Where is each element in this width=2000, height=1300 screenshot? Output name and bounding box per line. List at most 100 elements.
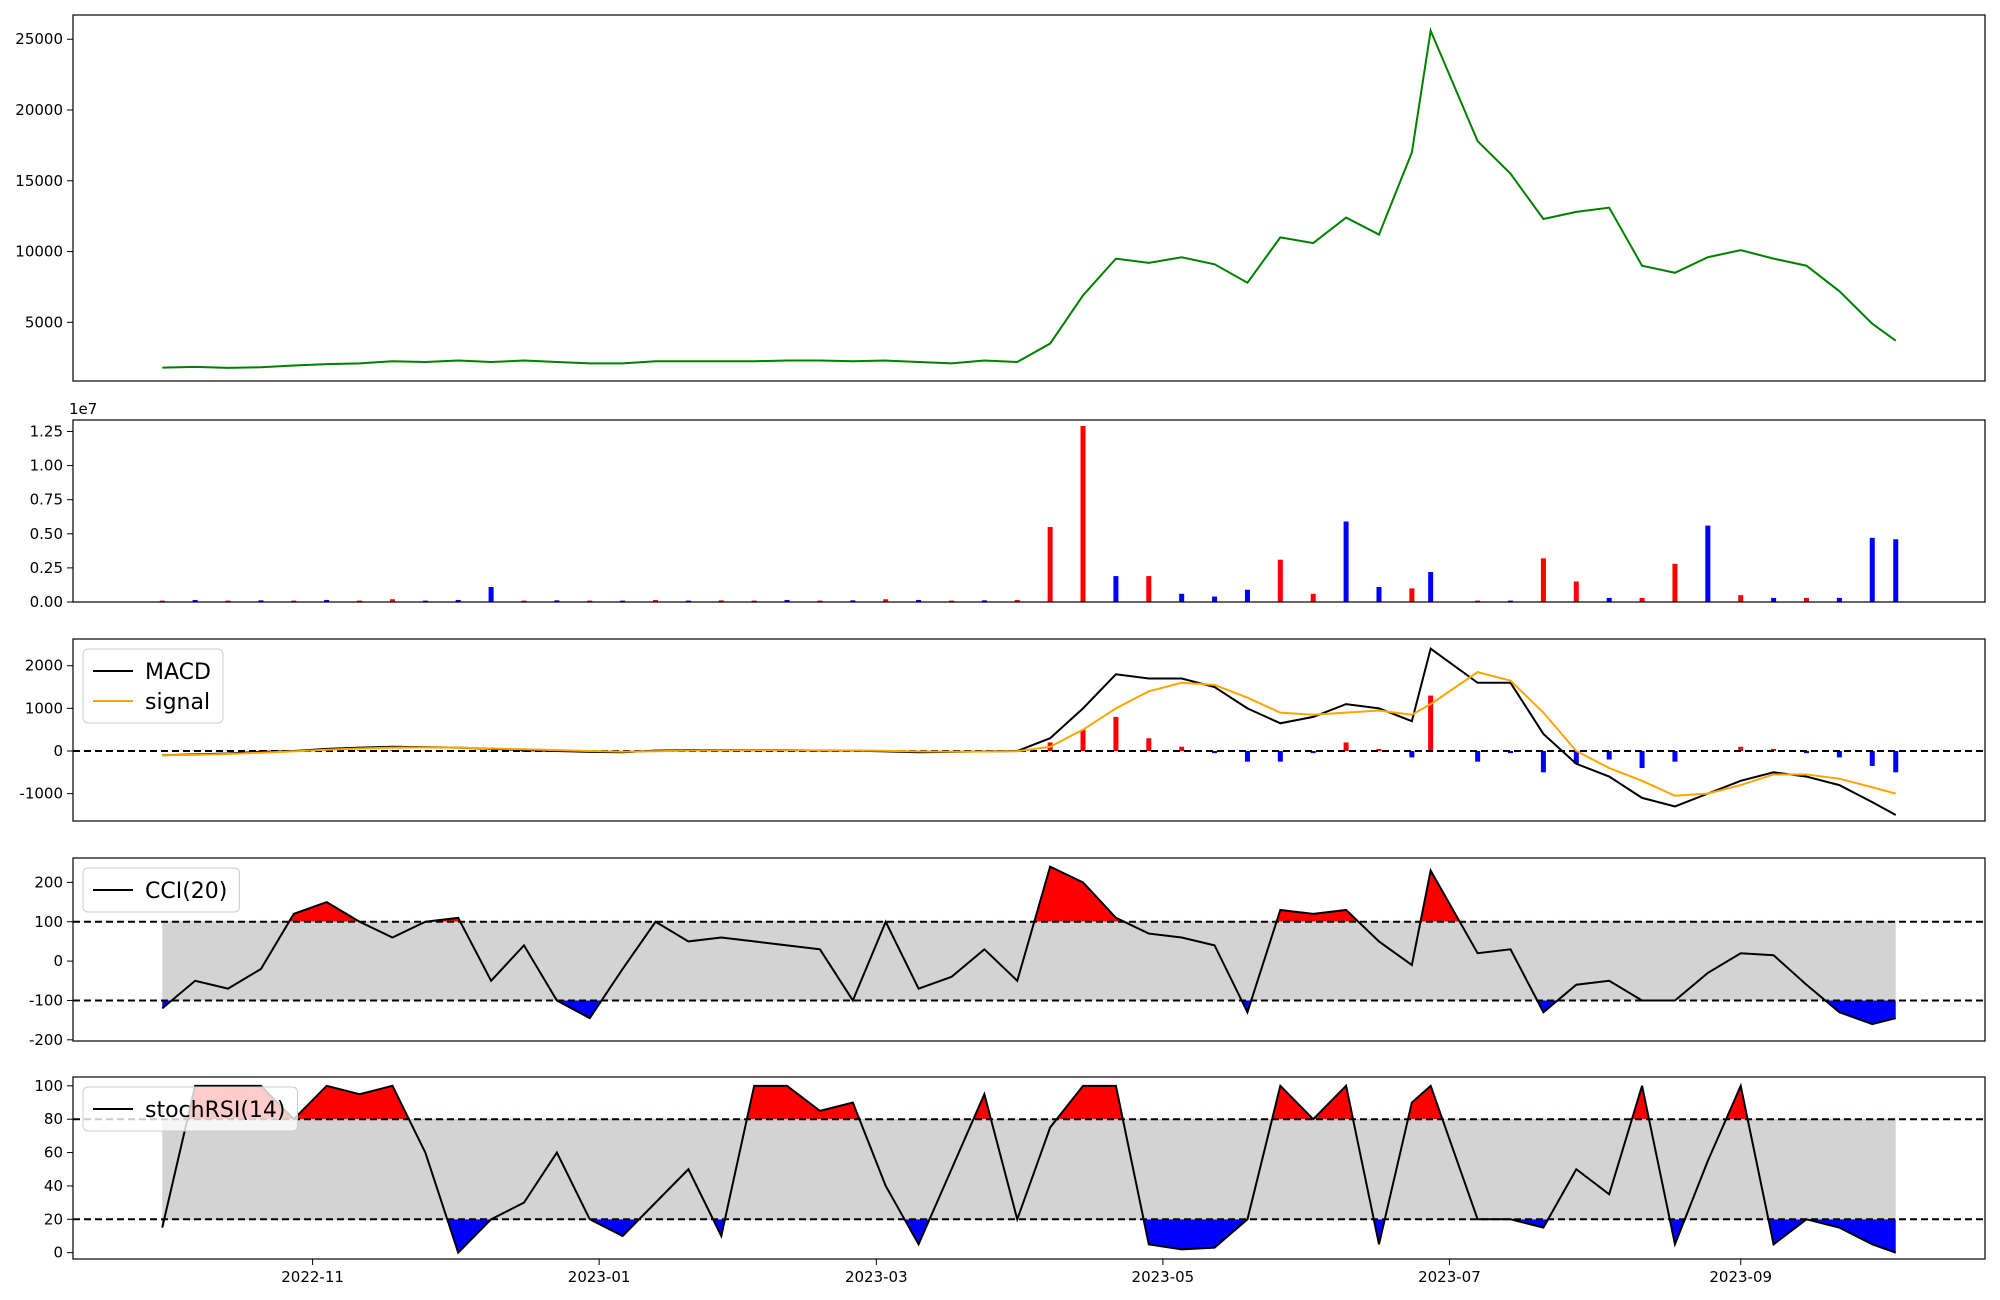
histogram-bar <box>1836 750 1842 758</box>
panel: -1000 0 1000 2000 MACD signal <box>19 638 1986 822</box>
volume-bar <box>521 600 527 602</box>
neutral-band <box>162 1119 1896 1220</box>
y-tick-label: 200 <box>34 873 63 891</box>
histogram-bar <box>1244 750 1250 762</box>
volume-bar <box>1080 426 1086 602</box>
histogram-bar <box>1893 750 1899 773</box>
legend-box <box>82 867 240 913</box>
histogram-bar <box>1540 750 1546 773</box>
y-tick-label: 0 <box>53 742 63 760</box>
legend-label: MACD <box>145 660 211 685</box>
volume-bar <box>1428 571 1434 602</box>
volume-bar <box>1639 597 1645 602</box>
x-tick-label: 2023-01 <box>568 1268 631 1286</box>
volume-bar <box>1475 600 1481 602</box>
volume-bar <box>883 599 889 602</box>
y-tick-label: -100 <box>29 991 63 1009</box>
histogram-bar <box>1738 746 1744 751</box>
x-tick-label: 2023-07 <box>1418 1268 1481 1286</box>
panel: 0 20 40 60 80 100 2022-11 2023-01 2023-03 2023-05… <box>34 1076 1986 1286</box>
histogram-bar <box>1606 750 1612 760</box>
volume-bar <box>554 600 560 602</box>
volume-bar <box>1705 525 1711 602</box>
x-tick-label: 2023-09 <box>1709 1268 1772 1286</box>
axes-frame <box>72 638 1986 822</box>
volume-bar <box>1508 600 1514 602</box>
volume-bar <box>1376 586 1382 602</box>
volume-bar <box>192 599 198 602</box>
histogram-bar <box>521 750 527 752</box>
volume-bar <box>587 600 593 602</box>
y-tick-label: 1000 <box>25 699 63 717</box>
volume-bar <box>850 600 856 602</box>
axes-frame <box>72 419 1986 603</box>
histogram-bar <box>1409 750 1415 758</box>
legend-box <box>82 648 224 724</box>
volume-bar <box>1771 597 1777 602</box>
volume-bar <box>422 600 428 602</box>
volume-bar <box>817 600 823 602</box>
y-tick-label: 15000 <box>15 172 63 190</box>
volume-bar <box>258 600 264 602</box>
legend-label: signal <box>145 690 210 715</box>
plot-area <box>73 865 1985 1026</box>
y-tick-label: -200 <box>29 1031 63 1049</box>
volume-bar <box>1146 576 1152 602</box>
volume-bar <box>718 600 724 602</box>
y-tick-label: 5000 <box>25 313 63 331</box>
volume-bar <box>1573 581 1579 602</box>
histogram-bar <box>1672 750 1678 762</box>
y-tick-label: 1.25 <box>30 422 63 440</box>
volume-bar <box>455 599 461 602</box>
volume-bar <box>1540 558 1546 602</box>
series-line <box>161 865 1896 1026</box>
legend-box <box>82 1086 298 1132</box>
series-line <box>162 647 1897 816</box>
volume-bar <box>916 599 922 602</box>
y-tick-label: 20 <box>44 1210 63 1228</box>
volume-bar <box>685 600 691 602</box>
legend-label: CCI(20) <box>145 879 227 904</box>
histogram-bar <box>1639 750 1645 769</box>
overbought-fill <box>162 866 1896 922</box>
x-tick-label: 2022-11 <box>281 1268 344 1286</box>
legend: CCI(20) <box>82 867 240 913</box>
series-line <box>162 671 1897 797</box>
volume-bar <box>1047 526 1053 602</box>
y-tick-label: 80 <box>44 1110 63 1128</box>
volume-bar <box>1277 559 1283 602</box>
volume-bar <box>1179 593 1185 602</box>
histogram-bar <box>1179 746 1185 751</box>
x-tick-label: 2023-05 <box>1132 1268 1195 1286</box>
y-tick-label: 100 <box>34 1077 63 1095</box>
plot-area <box>162 27 1897 369</box>
volume-bar <box>1738 595 1744 602</box>
volume-bar <box>1893 539 1899 602</box>
y-tick-label: 10000 <box>15 243 63 261</box>
volume-bar <box>159 600 165 602</box>
volume-bar <box>784 599 790 602</box>
y-tick-label: 20000 <box>15 101 63 119</box>
histogram-bar <box>1212 750 1218 754</box>
histogram-bar <box>1508 750 1514 754</box>
histogram-bar <box>1113 716 1119 751</box>
axes-frame <box>72 1076 1986 1260</box>
volume-bar <box>1244 589 1250 602</box>
volume-bar <box>225 600 231 602</box>
volume-bar <box>1606 597 1612 602</box>
plot-area <box>73 1082 1985 1255</box>
neutral-band <box>162 921 1896 1001</box>
legend: stochRSI(14) <box>82 1086 298 1132</box>
volume-bar <box>389 599 395 602</box>
y-tick-label: 0.50 <box>30 525 63 543</box>
histogram-bar <box>1080 729 1086 751</box>
histogram-bar <box>1310 750 1316 754</box>
histogram-bar <box>1277 750 1283 762</box>
volume-bar <box>653 599 659 602</box>
histogram-bar <box>1146 738 1152 751</box>
oversold-fill <box>162 1000 1896 1025</box>
histogram-bar <box>1475 750 1481 762</box>
volume-bar <box>1212 596 1218 602</box>
